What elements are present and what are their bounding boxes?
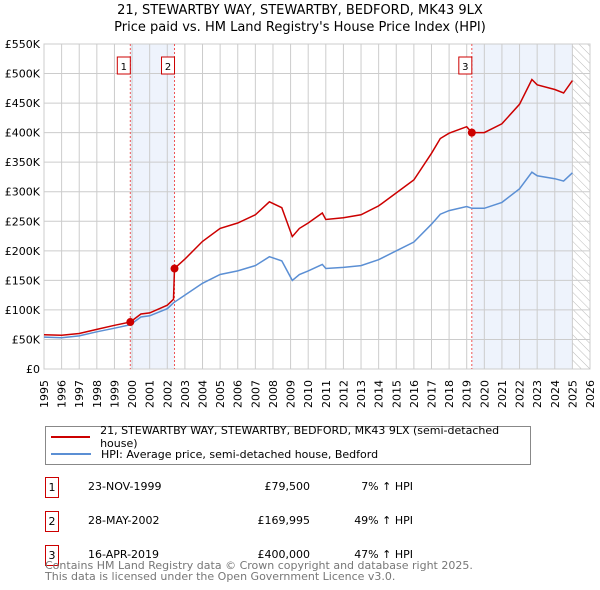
price-chart: 1995 1996 1997 1998 1999 2000 2001 2002 2003 2004… xyxy=(5,38,597,408)
y-tick-label: £100K xyxy=(5,304,41,317)
chart-subtitle: Price paid vs. HM Land Registry's House … xyxy=(114,20,486,35)
sale-marker-label: 2 xyxy=(165,62,171,73)
footer-line-1: Contains HM Land Registry data © Crown c… xyxy=(45,559,473,572)
y-tick-label: £0 xyxy=(26,363,40,376)
x-tick-label: 2017 xyxy=(425,380,438,408)
chart-title: 21, STEWARTBY WAY, STEWARTBY, BEDFORD, M… xyxy=(117,3,483,18)
x-tick-label: 2001 xyxy=(144,380,157,408)
sale-hpi-diff: 7% ↑ HPI xyxy=(361,480,413,493)
x-tick-label: 2003 xyxy=(179,380,192,408)
shaded-period xyxy=(471,44,573,369)
legend-item-price: 21, STEWARTBY WAY, STEWARTBY, BEDFORD, M… xyxy=(51,424,530,450)
sale-marker-label-box xyxy=(116,56,131,75)
y-tick-label: £350K xyxy=(5,156,41,169)
x-tick-label: 2002 xyxy=(161,380,174,408)
legend: 21, STEWARTBY WAY, STEWARTBY, BEDFORD, M… xyxy=(45,424,531,465)
x-tick-label: 1995 xyxy=(38,380,51,408)
sale-marker-label: 3 xyxy=(462,62,468,73)
x-tick-label: 2016 xyxy=(408,380,421,408)
footer: Contains HM Land Registry data © Crown c… xyxy=(45,560,473,582)
sale-point xyxy=(170,264,179,273)
x-tick-label: 2014 xyxy=(373,380,386,408)
legend-label-price: 21, STEWARTBY WAY, STEWARTBY, BEDFORD, M… xyxy=(100,424,500,450)
sale-date: 16-APR-2019 xyxy=(88,548,160,561)
x-tick-label: 2023 xyxy=(531,380,544,408)
x-tick-label: 2006 xyxy=(232,380,245,408)
sale-point xyxy=(126,318,135,327)
legend-label-hpi: HPI: Average price, semi-detached house,… xyxy=(101,447,379,461)
sale-date: 28-MAY-2002 xyxy=(88,514,160,527)
x-tick-label: 2010 xyxy=(302,380,315,408)
y-tick-label: £450K xyxy=(5,97,41,110)
plot-border xyxy=(43,43,591,370)
legend-item-hpi: HPI: Average price, semi-detached house,… xyxy=(51,446,378,462)
sale-price: £79,500 xyxy=(264,480,311,493)
legend-swatch-hpi xyxy=(51,453,91,455)
sale-marker-label-box xyxy=(458,56,473,75)
x-tick-label: 2024 xyxy=(549,380,562,408)
x-tick-label: 2005 xyxy=(214,380,227,408)
x-tick-label: 2009 xyxy=(285,380,298,408)
sale-marker-label: 1 xyxy=(121,62,127,73)
sale-price: £169,995 xyxy=(257,514,311,527)
sale-point xyxy=(467,128,476,137)
x-tick-label: 2020 xyxy=(478,380,491,408)
sale-hpi-diff: 49% ↑ HPI xyxy=(354,514,413,527)
legend-swatch-price xyxy=(51,436,91,438)
x-tick-label: 1998 xyxy=(91,380,104,408)
x-tick-label: 2022 xyxy=(514,380,527,408)
x-tick-label: 2008 xyxy=(267,380,280,408)
y-tick-label: £550K xyxy=(5,38,41,51)
sale-hpi-diff: 47% ↑ HPI xyxy=(354,548,413,561)
x-tick-label: 2018 xyxy=(443,380,456,408)
x-tick-label: 2025 xyxy=(566,380,579,408)
y-tick-label: £250K xyxy=(5,215,41,228)
x-tick-label: 2000 xyxy=(126,380,139,408)
sale-price: £400,000 xyxy=(257,548,311,561)
x-tick-label: 1996 xyxy=(56,380,69,408)
y-tick-label: £150K xyxy=(5,274,41,287)
x-tick-label: 2026 xyxy=(584,380,597,408)
forecast-hatch xyxy=(572,44,590,369)
sale-marker-box: 3 xyxy=(45,545,59,566)
sale-marker-box: 1 xyxy=(45,477,59,498)
x-tick-label: 1997 xyxy=(73,380,86,408)
sale-marker-label-box xyxy=(161,56,176,75)
x-tick-label: 2021 xyxy=(496,380,509,408)
x-tick-label: 2019 xyxy=(461,380,474,408)
sale-marker-box: 2 xyxy=(45,511,59,532)
x-tick-label: 2007 xyxy=(249,380,262,408)
x-tick-label: 2011 xyxy=(320,380,333,408)
y-tick-label: £300K xyxy=(5,186,41,199)
y-tick-label: £50K xyxy=(12,333,41,346)
x-tick-label: 2004 xyxy=(197,380,210,408)
footer-line-2: This data is licensed under the Open Gov… xyxy=(45,570,396,583)
y-tick-label: £500K xyxy=(5,68,41,81)
price-paid-line xyxy=(43,78,574,337)
y-tick-label: £200K xyxy=(5,245,41,258)
hpi-line xyxy=(43,171,573,339)
x-tick-label: 2015 xyxy=(390,380,403,408)
y-tick-label: £400K xyxy=(5,127,41,140)
x-tick-label: 2013 xyxy=(355,380,368,408)
x-tick-label: 2012 xyxy=(337,380,350,408)
x-tick-label: 1999 xyxy=(108,380,121,408)
sale-date: 23-NOV-1999 xyxy=(88,480,162,493)
